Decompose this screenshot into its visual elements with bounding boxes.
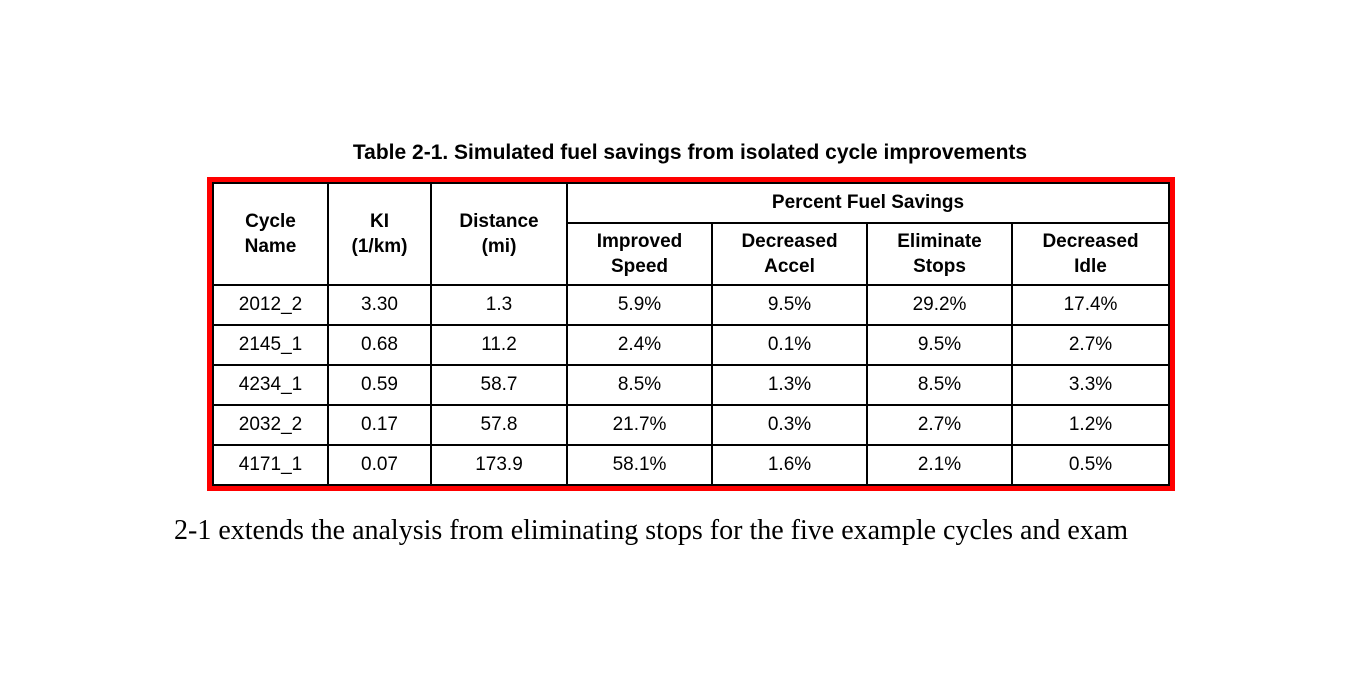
cell-improved-speed: 8.5% xyxy=(566,364,713,406)
header-line: Cycle xyxy=(245,210,296,232)
header-line: Decreased xyxy=(1042,230,1139,252)
cell-decreased-idle: 0.5% xyxy=(1011,444,1170,486)
header-line: Decreased xyxy=(741,230,838,252)
cell-decreased-idle: 17.4% xyxy=(1011,284,1170,326)
header-line: Improved xyxy=(596,230,683,252)
cell-distance: 58.7 xyxy=(430,364,568,406)
table-row: 4234_1 0.59 58.7 8.5% 1.3% 8.5% 3.3% xyxy=(212,364,1170,406)
cell-decreased-accel: 1.3% xyxy=(711,364,868,406)
cell-ki: 3.30 xyxy=(327,284,432,326)
cell-decreased-accel: 0.3% xyxy=(711,404,868,446)
red-highlight-border: Cycle Name KI (1/km) Distance (mi) Perce… xyxy=(207,177,1175,491)
cell-decreased-accel: 1.6% xyxy=(711,444,868,486)
header-line: Stops xyxy=(913,256,966,277)
fuel-savings-table: Cycle Name KI (1/km) Distance (mi) Perce… xyxy=(212,182,1170,486)
cell-decreased-accel: 0.1% xyxy=(711,324,868,366)
cell-decreased-accel: 9.5% xyxy=(711,284,868,326)
column-header-decreased-accel: Decreased Accel xyxy=(711,222,868,286)
cell-eliminate-stops: 2.1% xyxy=(866,444,1013,486)
cell-eliminate-stops: 9.5% xyxy=(866,324,1013,366)
cell-decreased-idle: 2.7% xyxy=(1011,324,1170,366)
cell-eliminate-stops: 8.5% xyxy=(866,364,1013,406)
cell-ki: 0.17 xyxy=(327,404,432,446)
cell-ki: 0.07 xyxy=(327,444,432,486)
cell-cycle-name: 2145_1 xyxy=(212,324,329,366)
cell-improved-speed: 5.9% xyxy=(566,284,713,326)
body-text: 2-1 extends the analysis from eliminatin… xyxy=(174,515,1129,546)
cell-distance: 1.3 xyxy=(430,284,568,326)
cell-cycle-name: 2012_2 xyxy=(212,284,329,326)
column-header-eliminate-stops: Eliminate Stops xyxy=(866,222,1013,286)
column-header-distance: Distance (mi) xyxy=(430,182,568,286)
column-header-decreased-idle: Decreased Idle xyxy=(1011,222,1170,286)
header-line: Name xyxy=(244,236,297,257)
group-header-percent-fuel-savings: Percent Fuel Savings xyxy=(566,182,1170,224)
cell-improved-speed: 2.4% xyxy=(566,324,713,366)
cell-cycle-name: 4171_1 xyxy=(212,444,329,486)
cell-improved-speed: 21.7% xyxy=(566,404,713,446)
column-header-cycle-name: Cycle Name xyxy=(212,182,329,286)
cell-distance: 57.8 xyxy=(430,404,568,446)
header-line: (mi) xyxy=(481,236,517,257)
cell-cycle-name: 2032_2 xyxy=(212,404,329,446)
column-header-ki: KI (1/km) xyxy=(327,182,432,286)
cell-distance: 11.2 xyxy=(430,324,568,366)
cell-decreased-idle: 1.2% xyxy=(1011,404,1170,446)
cell-ki: 0.59 xyxy=(327,364,432,406)
table-row: 4171_1 0.07 173.9 58.1% 1.6% 2.1% 0.5% xyxy=(212,444,1170,486)
table-row: 2012_2 3.30 1.3 5.9% 9.5% 29.2% 17.4% xyxy=(212,284,1170,326)
cell-cycle-name: 4234_1 xyxy=(212,364,329,406)
cell-ki: 0.68 xyxy=(327,324,432,366)
column-header-improved-speed: Improved Speed xyxy=(566,222,713,286)
table-row: 2032_2 0.17 57.8 21.7% 0.3% 2.7% 1.2% xyxy=(212,404,1170,446)
cell-eliminate-stops: 2.7% xyxy=(866,404,1013,446)
table-caption: Table 2-1. Simulated fuel savings from i… xyxy=(352,141,1028,164)
header-line: Eliminate xyxy=(897,230,982,252)
cell-eliminate-stops: 29.2% xyxy=(866,284,1013,326)
header-line: (1/km) xyxy=(351,236,408,257)
header-line: Accel xyxy=(764,256,815,277)
header-line: Distance xyxy=(459,210,539,232)
header-line: KI xyxy=(370,210,389,232)
header-line: Idle xyxy=(1074,256,1107,277)
cell-decreased-idle: 3.3% xyxy=(1011,364,1170,406)
cell-distance: 173.9 xyxy=(430,444,568,486)
table-row: 2145_1 0.68 11.2 2.4% 0.1% 9.5% 2.7% xyxy=(212,324,1170,366)
cell-improved-speed: 58.1% xyxy=(566,444,713,486)
header-line: Speed xyxy=(610,256,669,277)
